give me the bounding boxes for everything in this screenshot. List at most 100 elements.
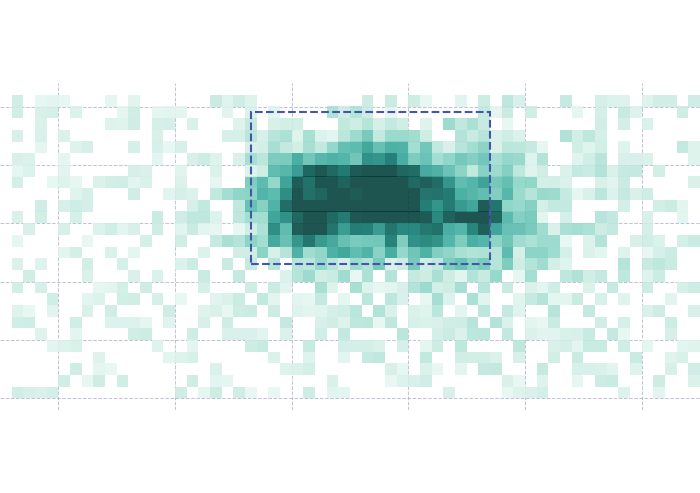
Bar [303,363,315,375]
Bar [490,352,502,363]
Bar [502,258,513,270]
Bar [70,176,82,188]
Bar [338,293,350,305]
Bar [350,211,362,223]
Bar [688,141,700,153]
Bar [12,211,23,223]
Bar [595,188,607,200]
Bar [93,363,105,375]
Bar [140,282,152,293]
Bar [455,282,467,293]
Bar [198,270,210,282]
Bar [537,375,548,387]
Bar [233,223,245,235]
Bar [82,200,93,211]
Bar [385,176,397,188]
Bar [175,176,187,188]
Bar [350,270,362,282]
Bar [467,258,478,270]
Bar [163,352,175,363]
Bar [572,153,583,165]
Bar [198,282,210,293]
Bar [467,223,478,235]
Bar [245,95,257,106]
Bar [525,293,537,305]
Bar [548,176,560,188]
Bar [257,328,268,340]
Bar [362,223,373,235]
Bar [467,141,478,153]
Bar [373,188,385,200]
Bar [618,141,630,153]
Bar [385,223,397,235]
Bar [560,340,572,352]
Bar [443,188,455,200]
Bar [467,153,478,165]
Bar [443,387,455,398]
Bar [82,375,93,387]
Bar [93,352,105,363]
Bar [280,270,292,282]
Bar [572,106,583,118]
Bar [455,118,467,130]
Bar [175,223,187,235]
Bar [327,282,338,293]
Bar [397,176,408,188]
Bar [432,211,443,223]
Bar [560,246,572,258]
Bar [315,246,327,258]
Bar [420,95,432,106]
Bar [408,95,420,106]
Bar [350,282,362,293]
Bar [467,200,478,211]
Bar [82,188,93,200]
Bar [653,200,665,211]
Bar [105,305,117,317]
Bar [327,246,338,258]
Bar [233,270,245,282]
Bar [525,317,537,328]
Bar [420,165,432,176]
Bar [420,352,432,363]
Bar [513,95,525,106]
Bar [163,305,175,317]
Bar [385,317,397,328]
Bar [257,293,268,305]
Bar [12,106,23,118]
Bar [268,165,280,176]
Bar [327,258,338,270]
Bar [350,141,362,153]
Bar [315,176,327,188]
Bar [350,165,362,176]
Bar [513,188,525,200]
Bar [303,305,315,317]
Bar [58,165,70,176]
Bar [408,130,420,141]
Bar [455,235,467,246]
Bar [70,106,82,118]
Bar [420,375,432,387]
Bar [688,235,700,246]
Bar [560,235,572,246]
Bar [23,387,35,398]
Bar [362,282,373,293]
Bar [607,211,618,223]
Bar [362,200,373,211]
Bar [385,200,397,211]
Bar [537,235,548,246]
Bar [397,188,408,200]
Bar [128,118,140,130]
Bar [653,375,665,387]
Bar [385,118,397,130]
Bar [385,282,397,293]
Bar [525,200,537,211]
Bar [12,305,23,317]
Bar [583,328,595,340]
Bar [245,176,257,188]
Bar [210,211,222,223]
Bar [245,141,257,153]
Bar [397,118,408,130]
Bar [502,106,513,118]
Bar [618,188,630,200]
Bar [327,176,338,188]
